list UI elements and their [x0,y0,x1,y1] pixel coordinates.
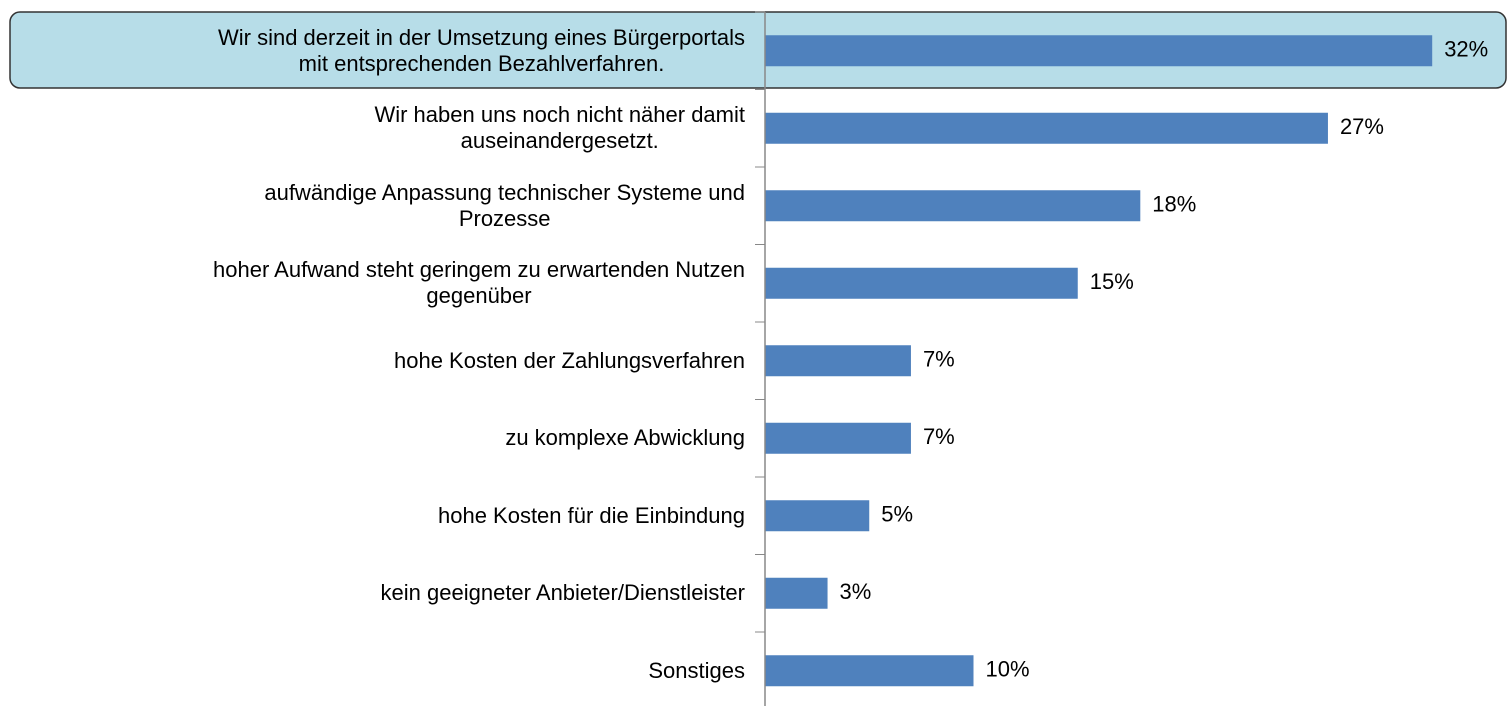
value-label: 5% [881,502,913,527]
value-label: 15% [1090,269,1134,294]
category-label: hoher Aufwand steht geringem zu erwarten… [213,257,745,309]
bar [765,267,1078,299]
value-label: 32% [1444,37,1488,62]
category-label: aufwändige Anpassung technischer Systeme… [264,179,745,231]
category-label: hohe Kosten für die Einbindung [437,502,745,528]
bar [765,500,870,532]
category-label: hohe Kosten der Zahlungsverfahren [393,347,745,373]
value-label: 27% [1340,114,1384,139]
category-label-box: aufwändige Anpassung technischer Systeme… [264,167,745,245]
category-label: Wir sind derzeit in der Umsetzung eines … [217,24,745,76]
category-label: Wir haben uns noch nicht näher damit aus… [374,102,745,154]
value-label: 7% [923,347,955,372]
bar [765,422,911,454]
category-label-box: Wir sind derzeit in der Umsetzung eines … [218,12,745,90]
category-label: zu komplexe Abwicklung [505,425,745,451]
value-label: 18% [1152,192,1196,217]
category-label-box: zu komplexe Abwicklung [505,400,745,478]
value-label: 7% [923,424,955,449]
bar [765,190,1141,222]
value-label: 10% [986,657,1030,682]
category-label-box: Sonstiges [648,632,745,710]
category-label-box: hohe Kosten der Zahlungsverfahren [394,322,745,400]
category-label-box: kein geeigneter Anbieter/Dienstleister [381,555,745,633]
bar [765,577,828,609]
category-label: Sonstiges [648,657,745,683]
category-label-box: hohe Kosten für die Einbindung [438,477,745,555]
bar [765,655,974,687]
category-label-box: Wir haben uns noch nicht näher damit aus… [374,90,745,168]
bar [765,112,1328,144]
bar [765,345,911,377]
category-label-box: hoher Aufwand steht geringem zu erwarten… [213,245,745,323]
value-label: 3% [840,579,872,604]
category-label: kein geeigneter Anbieter/Dienstleister [380,580,745,606]
bar [765,35,1433,67]
